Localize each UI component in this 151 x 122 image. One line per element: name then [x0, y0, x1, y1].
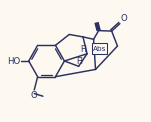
Text: H̄: H̄ [80, 45, 86, 54]
Text: O: O [121, 14, 128, 23]
FancyBboxPatch shape [92, 43, 107, 54]
Text: HO: HO [7, 56, 20, 66]
Text: H̄: H̄ [76, 57, 82, 66]
Text: O: O [31, 91, 37, 100]
Text: Abs: Abs [93, 46, 106, 52]
